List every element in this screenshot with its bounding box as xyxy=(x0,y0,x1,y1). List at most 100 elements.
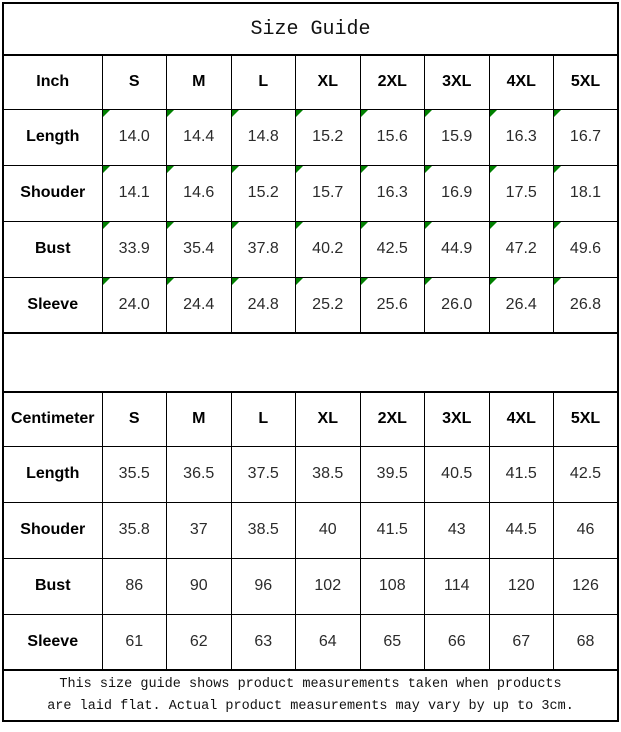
size-column-header: 2XL xyxy=(359,391,425,447)
cell-flag-icon xyxy=(296,110,303,117)
value-text: 37 xyxy=(189,521,208,538)
value-text: 26.0 xyxy=(441,295,473,313)
value-cell: 66 xyxy=(424,613,490,671)
value-text: 16.9 xyxy=(441,184,473,201)
value-text: 41.5 xyxy=(505,465,537,482)
value-cell: 40 xyxy=(295,501,361,559)
value-cell: 24.0 xyxy=(101,276,167,334)
value-text: 40.2 xyxy=(312,240,344,257)
cell-flag-icon xyxy=(102,278,110,285)
value-text: 66 xyxy=(447,632,466,650)
cell-flag-icon xyxy=(554,166,561,173)
value-text: 39.5 xyxy=(376,465,408,482)
value-text: 64 xyxy=(318,632,337,650)
value-cell: 33.9 xyxy=(101,220,167,278)
value-text: 37.8 xyxy=(247,240,279,257)
value-cell: 35.5 xyxy=(101,445,167,503)
value-cell: 114 xyxy=(424,557,490,615)
value-cell: 26.4 xyxy=(488,276,554,334)
size-column-header: 3XL xyxy=(424,54,490,110)
value-cell: 96 xyxy=(230,557,296,615)
value-text: 63 xyxy=(254,632,273,650)
cell-flag-icon xyxy=(167,110,174,117)
value-cell: 42.5 xyxy=(553,445,619,503)
value-cell: 44.9 xyxy=(424,220,490,278)
value-cell: 46 xyxy=(553,501,619,559)
value-cell: 25.6 xyxy=(359,276,425,334)
cell-flag-icon xyxy=(360,110,368,117)
value-cell: 36.5 xyxy=(166,445,232,503)
value-cell: 24.8 xyxy=(230,276,296,334)
cell-flag-icon xyxy=(425,222,432,229)
size-column-header: 5XL xyxy=(553,391,619,447)
value-cell: 38.5 xyxy=(230,501,296,559)
value-cell: 41.5 xyxy=(488,445,554,503)
cell-flag-icon xyxy=(296,278,303,285)
value-text: 16.3 xyxy=(376,184,408,201)
centimeter-size-table: Centimeter S M L XL 2XL 3XL 4XL 5XL Length 35.5 36.… xyxy=(2,391,619,671)
value-cell: 64 xyxy=(295,613,361,671)
cell-flag-icon xyxy=(167,166,174,173)
size-column-header: M xyxy=(166,391,232,447)
value-cell: 15.2 xyxy=(230,164,296,222)
value-cell: 26.0 xyxy=(424,276,490,334)
value-cell: 37.8 xyxy=(230,220,296,278)
table-spacer xyxy=(2,334,619,391)
value-text: 44.5 xyxy=(505,521,537,538)
cell-flag-icon xyxy=(296,222,303,229)
value-text: 14.8 xyxy=(247,128,279,145)
size-column-header: 3XL xyxy=(424,391,490,447)
cell-flag-icon xyxy=(554,110,561,117)
cell-flag-icon xyxy=(554,222,561,229)
measurement-row-label: Shouder xyxy=(2,164,103,222)
value-cell: 16.9 xyxy=(424,164,490,222)
cell-flag-icon xyxy=(360,166,368,173)
inch-size-table: Inch S M L XL 2XL 3XL 4XL 5XL Length 14.0 14.4 14.8 1… xyxy=(2,54,619,334)
size-column-header: M xyxy=(166,54,232,110)
value-text: 62 xyxy=(189,632,208,650)
footer-note-line: This size guide shows product measuremen… xyxy=(59,676,562,692)
value-cell: 35.8 xyxy=(101,501,167,559)
value-cell: 38.5 xyxy=(295,445,361,503)
value-cell: 49.6 xyxy=(553,220,619,278)
value-cell: 44.5 xyxy=(488,501,554,559)
footer-note: This size guide shows product measuremen… xyxy=(2,669,619,722)
value-text: 40 xyxy=(318,521,337,538)
value-cell: 37.5 xyxy=(230,445,296,503)
value-cell: 39.5 xyxy=(359,445,425,503)
value-text: 35.5 xyxy=(118,465,150,482)
value-text: 46 xyxy=(576,521,595,538)
measurement-row-label: Length xyxy=(2,445,103,503)
value-cell: 41.5 xyxy=(359,501,425,559)
value-text: 42.5 xyxy=(376,240,408,257)
value-text: 96 xyxy=(254,577,273,594)
value-cell: 15.6 xyxy=(359,108,425,166)
size-column-header: XL xyxy=(295,391,361,447)
size-column-header: 4XL xyxy=(488,54,554,110)
value-text: 35.4 xyxy=(183,240,215,257)
value-text: 14.4 xyxy=(183,128,215,145)
value-text: 61 xyxy=(125,632,144,650)
size-column-header: S xyxy=(101,54,167,110)
measurement-row: Length 14.0 14.4 14.8 15.2 15.6 15.9 16.3 16.7 xyxy=(2,108,619,166)
measurement-row: Shouder 14.1 14.6 15.2 15.7 16.3 16.9 17.5 18.1 xyxy=(2,164,619,222)
value-cell: 37 xyxy=(166,501,232,559)
value-text: 14.0 xyxy=(118,128,150,145)
size-guide-page: Size Guide Inch S M L XL 2XL 3XL 4XL 5XL Length 14… xyxy=(2,2,619,722)
unit-header: Centimeter xyxy=(2,391,103,447)
size-header-row: Inch S M L XL 2XL 3XL 4XL 5XL xyxy=(2,54,619,110)
value-text: 16.7 xyxy=(569,128,602,145)
page-title: Size Guide xyxy=(250,17,371,41)
cell-flag-icon xyxy=(489,110,497,117)
value-text: 41.5 xyxy=(376,521,408,538)
value-cell: 42.5 xyxy=(359,220,425,278)
value-text: 24.8 xyxy=(247,295,279,313)
value-text: 15.2 xyxy=(247,184,279,201)
cell-flag-icon xyxy=(296,166,303,173)
value-cell: 86 xyxy=(101,557,167,615)
value-text: 42.5 xyxy=(569,465,602,482)
cell-flag-icon xyxy=(360,278,368,285)
cell-flag-icon xyxy=(102,166,110,173)
value-cell: 120 xyxy=(488,557,554,615)
value-text: 108 xyxy=(378,577,406,594)
